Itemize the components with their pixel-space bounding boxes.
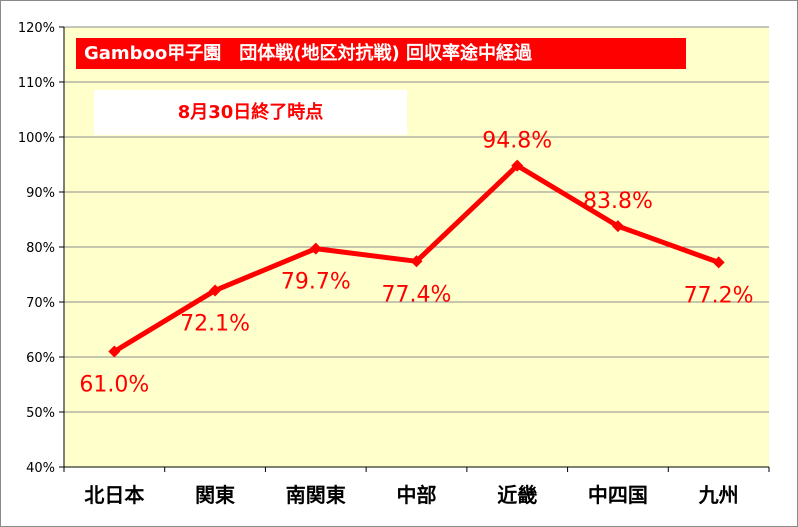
y-tick-label: 80% bbox=[26, 241, 55, 256]
data-point bbox=[712, 256, 725, 269]
x-tick-label: 北日本 bbox=[84, 483, 144, 507]
y-axis-ticks: 40% 50% 60% 70% 80% 90% 100% 110% 120% bbox=[18, 21, 769, 476]
y-tick-label: 60% bbox=[26, 351, 55, 366]
data-point bbox=[511, 159, 524, 172]
data-point bbox=[309, 242, 322, 255]
data-label: 77.4% bbox=[382, 282, 452, 307]
y-tick-label: 120% bbox=[18, 21, 55, 36]
x-tick-label: 南関東 bbox=[286, 483, 346, 507]
y-tick-label: 110% bbox=[18, 76, 55, 91]
data-point bbox=[410, 255, 423, 268]
data-point bbox=[611, 220, 624, 233]
x-tick-label: 中四国 bbox=[588, 483, 648, 507]
x-axis-ticks: 北日本 関東 南関東 中部 近畿 中四国 九州 bbox=[63, 467, 770, 507]
y-tick-label: 40% bbox=[26, 461, 55, 476]
data-point bbox=[108, 345, 121, 358]
data-label: 83.8% bbox=[583, 189, 653, 214]
data-markers bbox=[108, 159, 725, 358]
gridlines bbox=[64, 26, 769, 468]
y-tick-label: 70% bbox=[26, 296, 55, 311]
x-tick-label: 九州 bbox=[698, 483, 739, 507]
data-point bbox=[209, 284, 222, 297]
data-label: 61.0% bbox=[79, 373, 149, 398]
y-tick-label: 100% bbox=[18, 131, 55, 146]
data-label: 77.2% bbox=[684, 283, 754, 308]
chart-subtitle: 8月30日終了時点 bbox=[94, 90, 407, 135]
data-label: 94.8% bbox=[482, 129, 552, 154]
chart-title: Gamboo甲子園 団体戦(地区対抗戦) 回収率途中経過 bbox=[76, 38, 686, 69]
data-label: 72.1% bbox=[180, 311, 250, 336]
y-tick-label: 50% bbox=[26, 406, 55, 421]
x-tick-label: 近畿 bbox=[497, 483, 537, 507]
y-tick-label: 90% bbox=[26, 186, 55, 201]
data-label: 79.7% bbox=[281, 270, 351, 295]
x-tick-label: 中部 bbox=[397, 483, 437, 507]
data-labels: 61.0% 72.1% 79.7% 77.4% 94.8% 83.8% 77.2% bbox=[79, 129, 753, 398]
x-tick-label: 関東 bbox=[195, 483, 235, 507]
